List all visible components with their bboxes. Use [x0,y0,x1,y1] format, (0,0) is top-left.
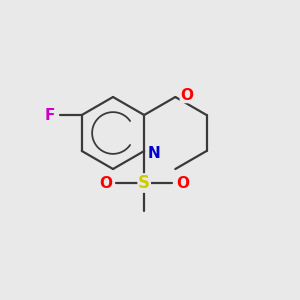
Text: F: F [44,107,55,122]
Text: O: O [99,176,112,190]
Text: O: O [180,88,194,103]
Text: N: N [147,146,160,160]
Text: S: S [138,174,150,192]
Text: O: O [176,176,189,190]
